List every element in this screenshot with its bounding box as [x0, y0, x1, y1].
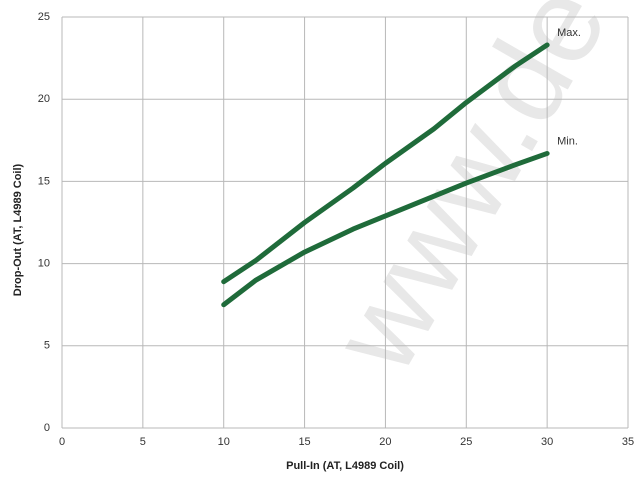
y-tick-label: 0 [44, 422, 50, 434]
y-tick-label: 10 [38, 258, 50, 270]
x-tick-label: 30 [541, 436, 553, 448]
y-tick-label: 5 [44, 340, 50, 352]
x-tick-label: 35 [622, 436, 634, 448]
watermark: www.de [306, 0, 633, 394]
x-tick-label: 5 [140, 436, 146, 448]
y-tick-label: 25 [38, 11, 50, 23]
x-tick-label: 15 [298, 436, 310, 448]
x-tick-label: 20 [379, 436, 391, 448]
y-tick-label: 15 [38, 175, 50, 187]
x-tick-label: 0 [59, 436, 65, 448]
series-line [221, 42, 550, 285]
series-line [221, 150, 550, 308]
x-tick-label: 10 [218, 436, 230, 448]
y-tick-label: 20 [38, 93, 50, 105]
x-axis-title: Pull-In (AT, L4989 Coil) [286, 460, 404, 472]
y-axis-title: Drop-Out (AT, L4989 Coil) [12, 163, 24, 296]
series-label: Min. [557, 135, 578, 147]
x-tick-label: 25 [460, 436, 472, 448]
series-label: Max. [557, 27, 581, 39]
